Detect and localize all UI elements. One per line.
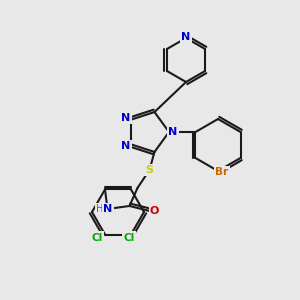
Text: N: N (168, 127, 178, 137)
Text: N: N (122, 141, 130, 151)
Text: N: N (122, 113, 130, 123)
Text: S: S (146, 165, 154, 175)
Text: N: N (103, 204, 113, 214)
Text: Cl: Cl (92, 232, 103, 242)
Text: O: O (150, 206, 159, 216)
Text: Br: Br (215, 167, 229, 177)
Text: N: N (182, 32, 190, 42)
Text: H: H (96, 204, 103, 214)
Text: Cl: Cl (123, 232, 135, 242)
